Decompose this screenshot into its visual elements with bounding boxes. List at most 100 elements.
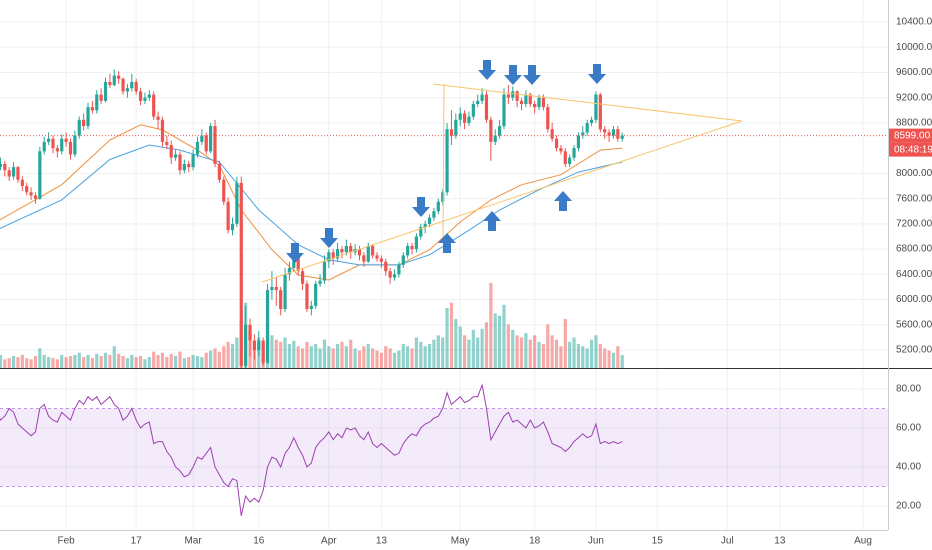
candle-body: [423, 223, 427, 228]
candle-body: [287, 268, 292, 275]
arrow-down: [523, 65, 541, 85]
x-tick-label: 18: [529, 536, 541, 547]
volume-bar: [441, 337, 445, 368]
volume-layer: [0, 283, 624, 368]
volume-bar: [42, 354, 46, 368]
candle-body: [130, 81, 134, 89]
volume-bar: [226, 341, 230, 368]
candle-body: [335, 249, 340, 259]
y-tick-label: 10000.00: [896, 42, 932, 53]
candle-body: [436, 201, 440, 212]
trendline: [442, 83, 445, 241]
volume-bar: [454, 318, 458, 368]
candle-body: [563, 151, 567, 164]
volume-bar: [86, 354, 90, 368]
candle-body: [90, 107, 94, 111]
volume-bar: [449, 302, 454, 368]
candle-body: [611, 129, 616, 136]
volume-bar: [471, 329, 475, 368]
candle-body: [121, 78, 125, 92]
x-tick-label: Jul: [721, 536, 734, 547]
volume-bar: [90, 358, 94, 368]
candle-body: [357, 249, 362, 256]
rsi-tick-label: 80.00: [896, 384, 921, 395]
candle-body: [305, 283, 309, 310]
volume-bar: [563, 318, 567, 368]
candle-body: [406, 245, 410, 256]
volume-bar: [528, 339, 532, 368]
volume-bar: [616, 346, 620, 368]
volume-bar: [283, 337, 287, 368]
candle-body: [204, 135, 208, 152]
volume-bar: [366, 344, 370, 368]
candle-body: [392, 274, 397, 278]
volume-bar: [576, 344, 581, 368]
volume-bar: [603, 348, 607, 368]
volume-bar: [82, 357, 86, 368]
volume-bar: [476, 337, 480, 368]
candle-body: [388, 271, 392, 278]
volume-bar: [467, 339, 471, 368]
candle-body: [541, 97, 545, 108]
x-tick-label: Jun: [588, 536, 604, 547]
candle-body: [230, 223, 235, 231]
x-tick-label: 13: [774, 536, 786, 547]
volume-bar: [546, 324, 550, 368]
volume-bar: [305, 341, 309, 368]
candle-body: [112, 75, 116, 86]
candle-body: [554, 138, 559, 149]
volume-bar: [554, 339, 559, 368]
volume-bar: [502, 304, 506, 368]
candle-body: [327, 252, 331, 262]
trendline: [261, 120, 743, 283]
x-tick-label: Mar: [184, 536, 202, 547]
y-tick-label: 9600.00: [896, 67, 932, 78]
volume-bar: [160, 352, 165, 368]
last-price-box: [889, 128, 932, 143]
volume-bar: [156, 354, 160, 368]
volume-bar: [511, 329, 515, 368]
rsi-band: [0, 408, 888, 487]
y-tick-label: 7600.00: [896, 193, 932, 204]
volume-bar: [423, 346, 427, 368]
volume-bar: [16, 357, 20, 368]
candle-body: [82, 119, 86, 127]
candle-body: [340, 249, 344, 253]
candle-body: [493, 135, 497, 142]
candle-body: [502, 94, 506, 127]
candle-body: [51, 138, 55, 149]
candle-body: [300, 271, 305, 284]
candle-body: [603, 129, 607, 133]
y-tick-label: 8000.00: [896, 168, 932, 179]
candle-body: [0, 163, 3, 168]
volume-bar: [33, 356, 38, 368]
candle-body: [103, 81, 108, 101]
volume-bar: [292, 340, 296, 368]
candle-body: [432, 211, 436, 218]
candle-body: [314, 283, 318, 306]
candle-body: [261, 340, 265, 363]
volume-bar: [3, 359, 7, 368]
volume-bar: [598, 344, 602, 368]
candle-body: [489, 119, 493, 142]
volume-bar: [353, 348, 357, 368]
arrows: [286, 60, 606, 263]
candle-body: [209, 126, 213, 152]
volume-bar: [209, 350, 213, 368]
candle-body: [598, 94, 602, 130]
candle-body: [125, 88, 130, 92]
candle-body: [117, 75, 121, 79]
volume-bar: [349, 339, 353, 368]
candle-body: [511, 91, 515, 98]
volume-bar: [217, 351, 221, 368]
candle-body: [160, 119, 165, 142]
candle-body: [3, 163, 7, 171]
volume-bar: [143, 359, 147, 368]
candle-body: [165, 141, 169, 146]
candle-body: [471, 104, 475, 117]
candle-body: [173, 154, 178, 158]
volume-bar: [138, 356, 143, 368]
volume-bar: [230, 344, 235, 368]
candle-body: [585, 122, 589, 133]
arrow-down: [478, 60, 496, 80]
